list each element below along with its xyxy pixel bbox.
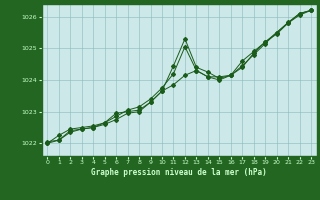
X-axis label: Graphe pression niveau de la mer (hPa): Graphe pression niveau de la mer (hPa) [91,168,267,177]
